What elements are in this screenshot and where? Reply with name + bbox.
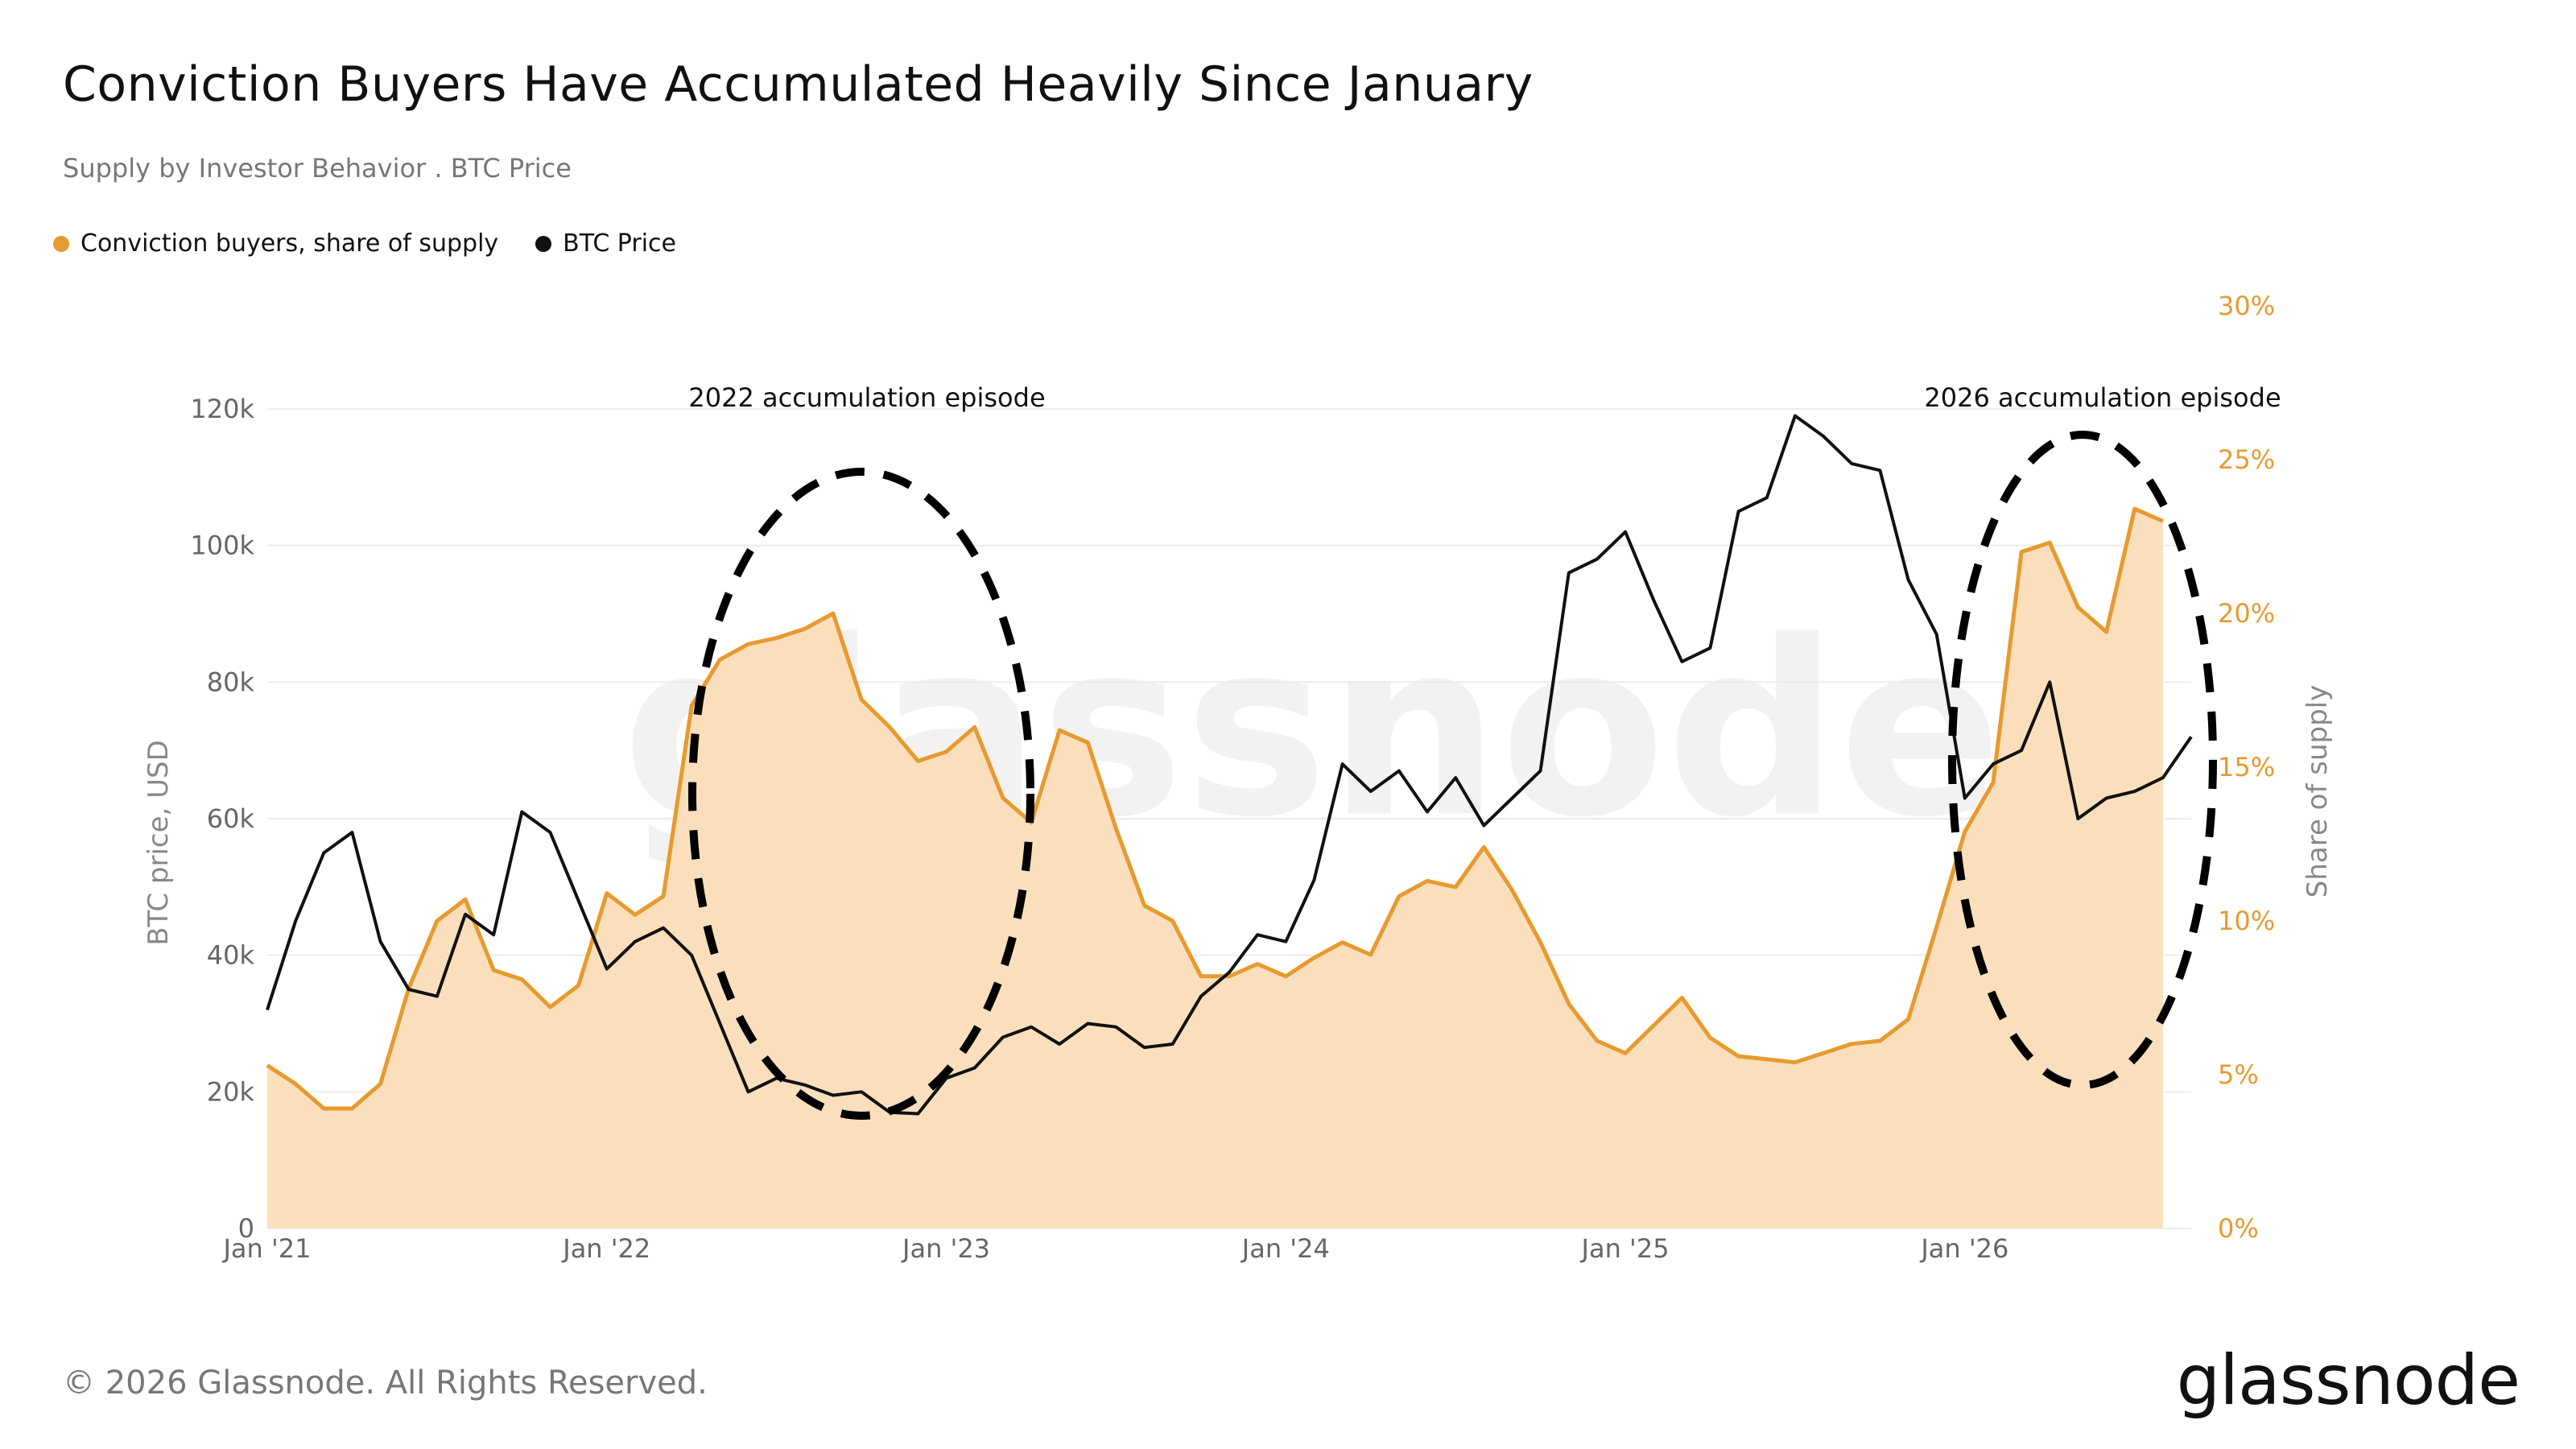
legend-label-price: BTC Price: [563, 229, 676, 258]
copyright-text: © 2026 Glassnode. All Rights Reserved.: [63, 1364, 708, 1402]
highlight-ellipse-2026: [1948, 431, 2217, 1089]
x-tick-label: Jan '25: [1580, 1233, 1670, 1264]
left-tick-label: 40k: [207, 940, 255, 971]
right-axis-label: Share of supply: [2301, 685, 2334, 898]
left-axis-label: BTC price, USD: [142, 740, 175, 946]
left-tick-label: 100k: [190, 530, 254, 561]
legend-dot-share: [53, 235, 69, 252]
legend: Conviction buyers, share of supply BTC P…: [53, 229, 713, 258]
left-tick-label: 120k: [190, 394, 254, 424]
left-tick-label: 0: [238, 1213, 254, 1244]
right-tick-label: 0%: [2218, 1213, 2259, 1244]
x-tick-label: Jan '26: [1919, 1233, 2008, 1264]
share-area-fill: [267, 509, 2163, 1228]
highlight-ellipse-2022: [688, 468, 1034, 1120]
chart-subtitle: Supply by Investor Behavior . BTC Price: [63, 153, 572, 184]
annotation-2026: 2026 accumulation episode: [1924, 382, 2281, 413]
brand-logo: glassnode: [2176, 1340, 2520, 1421]
right-tick-label: 30%: [2218, 291, 2275, 321]
chart-title: Conviction Buyers Have Accumulated Heavi…: [63, 56, 1534, 113]
legend-item-price[interactable]: BTC Price: [535, 229, 676, 258]
right-tick-label: 10%: [2218, 906, 2275, 936]
right-tick-label: 15%: [2218, 752, 2275, 782]
x-tick-label: Jan '22: [561, 1233, 650, 1264]
legend-item-share[interactable]: Conviction buyers, share of supply: [53, 229, 498, 258]
price-line[interactable]: [266, 414, 2193, 1116]
left-axis-ticks: 0 20k 40k 60k 80k 100k 120k: [190, 394, 254, 1244]
annotation-2022: 2022 accumulation episode: [688, 382, 1045, 413]
x-axis-ticks: Jan '21 Jan '22 Jan '23 Jan '24 Jan '25 Jan '…: [221, 1233, 2008, 1264]
x-tick-label: Jan '23: [901, 1233, 990, 1264]
right-tick-label: 20%: [2218, 598, 2275, 629]
x-tick-label: Jan '24: [1241, 1233, 1330, 1264]
right-axis-ticks: 0% 5% 10% 15% 20% 25% 30%: [2218, 291, 2275, 1244]
legend-label-share: Conviction buyers, share of supply: [80, 229, 499, 258]
right-tick-label: 25%: [2218, 444, 2275, 475]
left-tick-label: 20k: [207, 1076, 255, 1107]
share-line[interactable]: [266, 506, 2164, 1111]
x-tick-label: Jan '21: [221, 1233, 311, 1264]
legend-dot-price: [535, 235, 552, 252]
right-tick-label: 5%: [2218, 1059, 2259, 1090]
left-tick-label: 60k: [207, 803, 255, 834]
left-tick-label: 80k: [207, 667, 255, 697]
